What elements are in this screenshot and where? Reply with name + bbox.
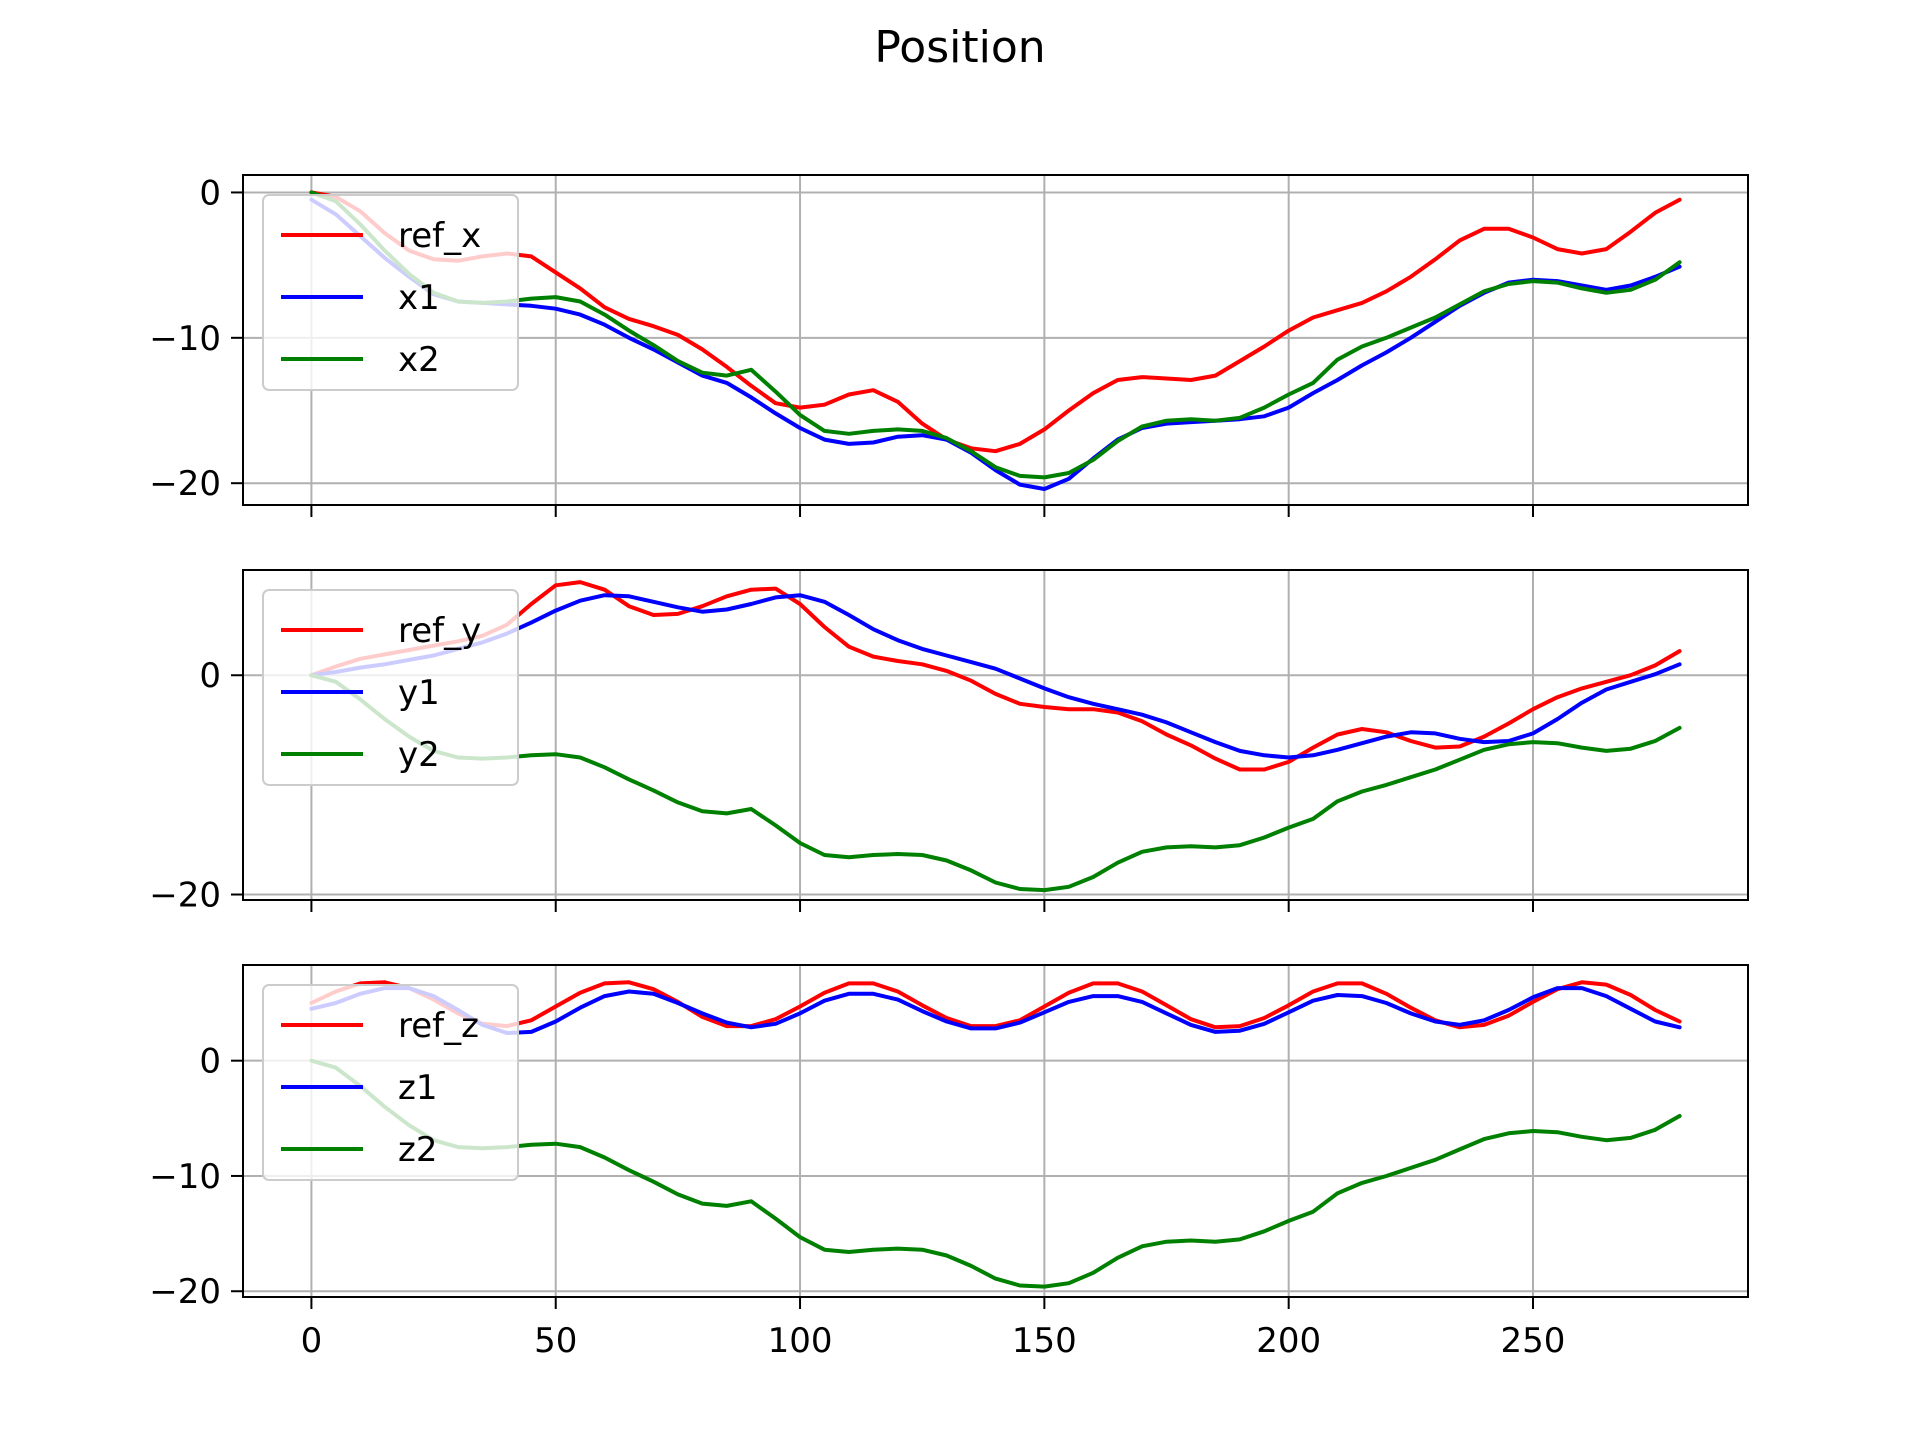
y-tick-label: 0 [199,173,221,213]
series-line-z2 [309,1058,1682,1289]
y-tick-label: −10 [149,319,221,359]
legend-label-ref_z: ref_z [398,1006,479,1046]
x-tick-label: 200 [1256,1321,1321,1361]
figure-title: Position [874,22,1046,73]
series-group [309,190,1682,491]
x-tick-label: 150 [1012,1321,1077,1361]
axes-frame [242,569,1749,901]
legend-frame [262,194,519,391]
legend-label-y2: y2 [398,735,440,775]
y-tick-label: 0 [199,656,221,696]
subplot-3: 0 50 100 150 200 250 0 −10 −20 ref_z z1 z2 [149,964,1749,1361]
x-tick-label: 50 [534,1321,577,1361]
y-tick-label: −10 [149,1157,221,1197]
legend-frame [262,589,519,786]
y-tick-label: −20 [149,1272,221,1312]
legend-frame [262,984,519,1181]
x-tick-label: 250 [1501,1321,1566,1361]
subplot-2: 0 −20 ref_y y1 y2 [149,569,1749,916]
x-tick-label: 100 [768,1321,833,1361]
series-line-ref_y [309,580,1682,772]
legend: ref_x x1 x2 [262,194,519,391]
legend-label-ref_x: ref_x [398,216,481,256]
series-line-y1 [309,593,1682,760]
legend-label-x1: x1 [398,278,440,318]
axes-frame [242,964,1749,1298]
series-group [309,580,1682,893]
x-tick-label: 0 [301,1321,323,1361]
legend-label-x2: x2 [398,340,440,380]
y-tick-label: −20 [149,876,221,916]
subplot-1: 0 −10 −20 ref_x x1 x2 [149,173,1749,517]
legend: ref_z z1 z2 [262,984,519,1181]
y-tick-label: 0 [199,1042,221,1082]
series-line-z1 [309,986,1682,1035]
series-line-ref_x [309,190,1682,454]
series-line-y2 [309,673,1682,893]
legend-label-y1: y1 [398,673,440,713]
series-group [309,980,1682,1289]
legend-label-ref_y: ref_y [398,611,481,651]
y-tick-label: −20 [149,464,221,504]
series-line-x2 [309,190,1682,480]
legend-label-z2: z2 [398,1130,437,1170]
axes-frame [242,174,1749,506]
legend-label-z1: z1 [398,1068,437,1108]
legend: ref_y y1 y2 [262,589,519,786]
series-line-x1 [309,197,1682,491]
